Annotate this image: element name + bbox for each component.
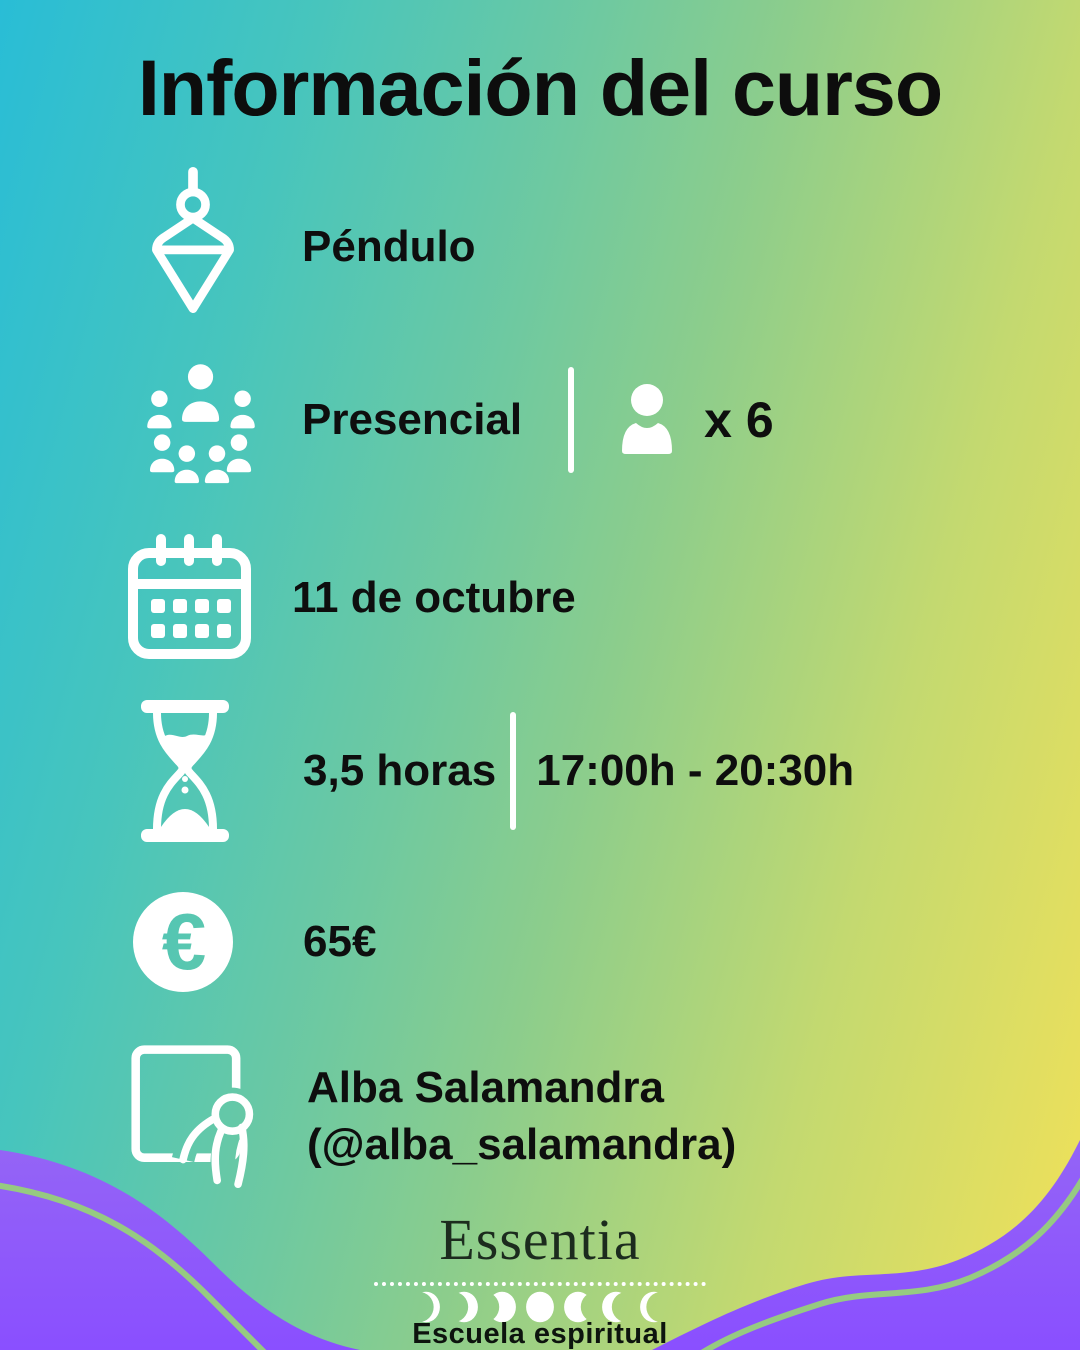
moon-phases bbox=[410, 1290, 670, 1324]
row-course-topic: Péndulo bbox=[140, 166, 476, 328]
people-group-icon bbox=[147, 364, 255, 484]
wave-decoration bbox=[0, 1140, 1080, 1350]
wave-left-line bbox=[0, 1182, 267, 1350]
row-teacher: Alba Salamandra (@alba_salamandra) bbox=[130, 1040, 736, 1192]
wave-right bbox=[652, 1140, 1080, 1350]
row-date: 11 de octubre bbox=[123, 531, 576, 664]
attendee-count: x 6 bbox=[704, 392, 774, 448]
course-topic-label: Péndulo bbox=[302, 222, 476, 271]
waning-crescent-medium-icon bbox=[602, 1291, 630, 1323]
waxing-crescent-medium-icon bbox=[450, 1291, 478, 1323]
divider bbox=[568, 367, 575, 473]
waning-crescent-thick-icon bbox=[564, 1291, 592, 1323]
teacher-handle: (@alba_salamandra) bbox=[307, 1120, 737, 1169]
teacher-name: Alba Salamandra bbox=[307, 1063, 665, 1112]
row-price: € 65€ bbox=[133, 892, 376, 992]
waxing-crescent-thin-icon bbox=[412, 1291, 440, 1323]
wave-left bbox=[0, 1150, 360, 1350]
waxing-crescent-thick-icon bbox=[488, 1291, 516, 1323]
page-title: Información del curso bbox=[137, 43, 943, 132]
time-range-label: 17:00h - 20:30h bbox=[536, 746, 855, 795]
row-modality: Presencial x 6 bbox=[128, 356, 774, 484]
person-icon bbox=[622, 384, 673, 454]
teacher-board-icon bbox=[131, 1045, 254, 1189]
pendulum-icon bbox=[152, 167, 234, 314]
dotted-divider bbox=[374, 1282, 706, 1286]
date-label: 11 de octubre bbox=[292, 572, 576, 622]
hourglass-icon bbox=[141, 700, 229, 842]
row-schedule: 3,5 horas 17:00h - 20:30h bbox=[133, 696, 854, 846]
modality-label: Presencial bbox=[302, 395, 523, 444]
teacher-label: Alba Salamandra (@alba_salamandra) bbox=[307, 1059, 736, 1173]
brand-name: Essentia bbox=[439, 1207, 641, 1272]
divider bbox=[510, 712, 517, 830]
brand-tagline: Escuela espiritual bbox=[412, 1318, 668, 1350]
waning-crescent-thin-icon bbox=[640, 1291, 668, 1323]
euro-icon: € bbox=[133, 892, 233, 992]
full-moon-icon bbox=[526, 1291, 554, 1323]
duration-label: 3,5 horas bbox=[303, 746, 497, 795]
calendar-icon bbox=[128, 534, 251, 659]
wave-right-line bbox=[700, 1177, 1080, 1350]
price-label: 65€ bbox=[303, 917, 377, 966]
